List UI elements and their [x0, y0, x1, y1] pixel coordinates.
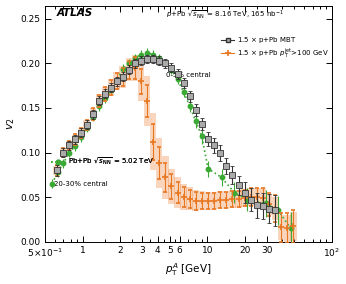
Bar [266, 193, 272, 215]
Bar [272, 197, 278, 220]
Bar [204, 192, 211, 210]
Bar [150, 113, 156, 170]
Bar [95, 94, 102, 108]
Bar [168, 169, 175, 204]
Bar [192, 190, 199, 211]
Bar [223, 191, 229, 209]
Bar [284, 215, 291, 242]
Bar [78, 128, 84, 138]
Text: 0-5% central: 0-5% central [166, 72, 210, 78]
Text: $p$+Pb $\sqrt{s_{\mathrm{NN}}}$ = 8.16 TeV, 165 nb$^{-1}$: $p$+Pb $\sqrt{s_{\mathrm{NN}}}$ = 8.16 T… [166, 8, 283, 20]
Bar [199, 191, 205, 210]
Bar [254, 188, 260, 206]
Bar [138, 62, 144, 101]
Bar [102, 87, 108, 101]
Bar [131, 55, 138, 81]
Bar [241, 189, 248, 207]
Bar [217, 191, 224, 209]
Bar [186, 187, 193, 210]
Bar [83, 120, 90, 130]
Bar [247, 188, 254, 206]
Bar [60, 148, 66, 157]
Bar [180, 184, 187, 210]
Bar [278, 215, 284, 240]
Bar [119, 66, 126, 87]
Legend: Pb+Pb $\sqrt{s_{\mathrm{NN}}}$ = 5.02 TeV: Pb+Pb $\sqrt{s_{\mathrm{NN}}}$ = 5.02 Te… [52, 155, 154, 167]
Text: ATLAS: ATLAS [57, 8, 93, 18]
Bar [113, 72, 120, 90]
Bar [235, 190, 242, 208]
Bar [211, 192, 217, 210]
Bar [229, 190, 236, 208]
Bar [290, 212, 297, 241]
Bar [90, 108, 96, 120]
Bar [66, 141, 72, 150]
Bar [53, 166, 60, 175]
X-axis label: $p_{\mathrm{T}}^{A}$ [GeV]: $p_{\mathrm{T}}^{A}$ [GeV] [165, 262, 212, 278]
Y-axis label: $v_2$: $v_2$ [6, 117, 17, 130]
Bar [162, 156, 169, 199]
Bar [260, 188, 266, 208]
Bar [108, 80, 114, 95]
Bar [156, 138, 163, 188]
Bar [126, 58, 132, 81]
Text: 20-30% central: 20-30% central [54, 181, 108, 187]
Bar [174, 178, 181, 208]
Bar [144, 76, 150, 126]
Bar [72, 135, 78, 144]
